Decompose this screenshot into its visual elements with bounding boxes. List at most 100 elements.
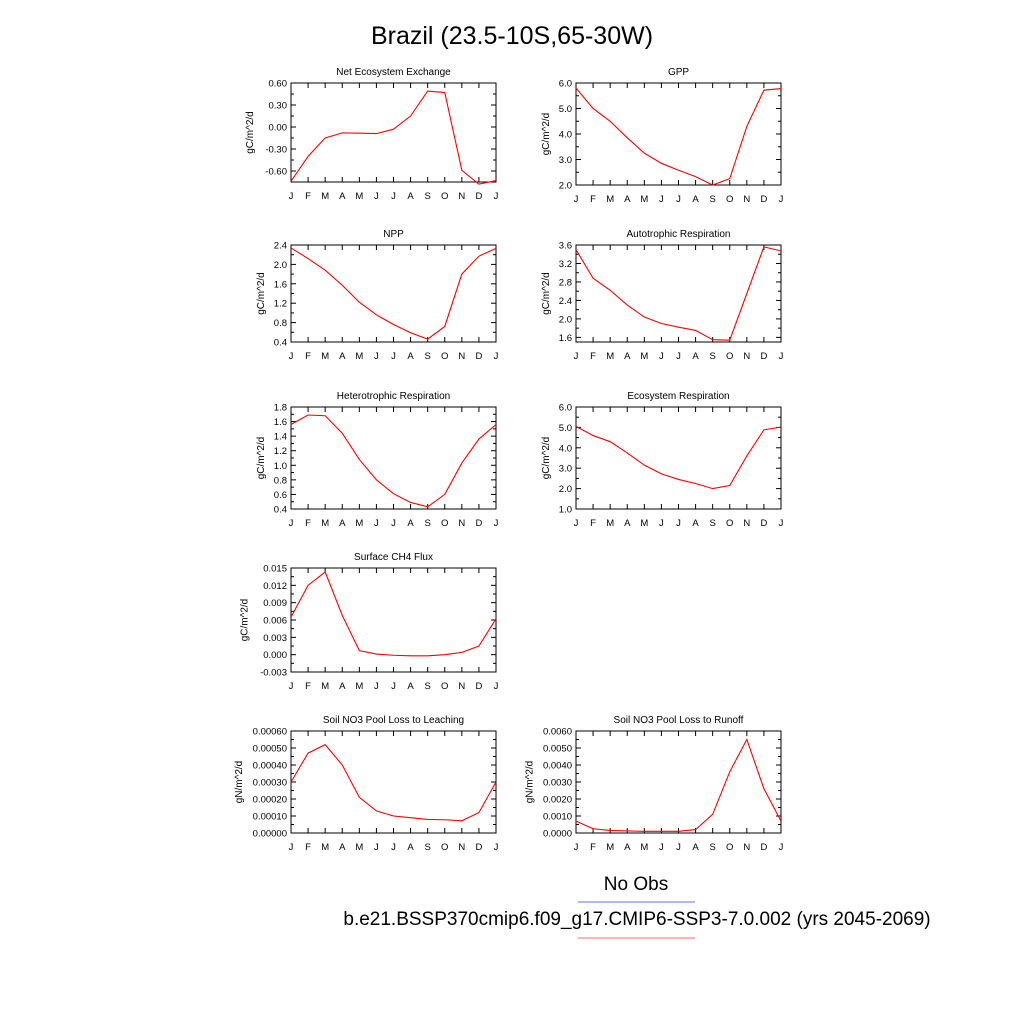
x-tick-label: J (574, 194, 579, 205)
y-tick-label: 0.60 (269, 79, 288, 90)
panel-title: Ecosystem Respiration (627, 391, 729, 402)
x-tick-label: D (475, 191, 482, 202)
y-tick-label: 5.0 (559, 423, 572, 434)
plot-frame (290, 567, 497, 673)
y-tick-label: -0.003 (260, 668, 287, 679)
x-tick-label: N (743, 842, 750, 853)
x-tick-label: S (709, 194, 715, 205)
x-tick-label: D (760, 194, 767, 205)
x-tick-label: S (424, 351, 430, 362)
x-tick-label: A (407, 518, 414, 529)
y-tick-label: 0.0030 (543, 778, 572, 789)
x-tick-label: M (355, 191, 363, 202)
y-axis-label: gC/m^2/d (256, 437, 267, 480)
x-tick-label: J (494, 191, 499, 202)
y-tick-label: 0.012 (263, 581, 287, 592)
x-tick-label: F (305, 191, 311, 202)
y-tick-label: 0.6 (274, 490, 287, 501)
y-tick-label: 0.00010 (253, 812, 287, 823)
y-tick-label: 4.0 (559, 130, 572, 141)
x-tick-label: O (726, 351, 733, 362)
y-tick-label: 0.4 (274, 338, 287, 349)
x-tick-label: N (743, 194, 750, 205)
y-tick-label: 4.0 (559, 443, 572, 454)
x-tick-label: N (743, 351, 750, 362)
x-tick-label: M (640, 351, 648, 362)
x-tick-label: J (779, 842, 784, 853)
plot-frame (290, 244, 497, 343)
x-tick-label: J (374, 191, 379, 202)
y-axis-label: gC/m^2/d (256, 272, 267, 315)
x-tick-label: M (640, 518, 648, 529)
x-tick-label: J (494, 681, 499, 692)
series-line (290, 247, 497, 340)
y-tick-label: 1.0 (274, 461, 287, 472)
x-tick-label: A (339, 681, 346, 692)
panel-title: Heterotrophic Respiration (337, 391, 450, 402)
x-tick-label: A (692, 351, 699, 362)
y-tick-label: 0.00050 (253, 744, 287, 755)
x-tick-label: J (289, 681, 294, 692)
x-tick-label: J (494, 351, 499, 362)
x-tick-label: D (475, 842, 482, 853)
plot-frame (575, 730, 782, 834)
series-line (290, 743, 497, 822)
x-tick-label: A (692, 194, 699, 205)
y-tick-label: 0.0020 (543, 795, 572, 806)
x-tick-label: D (760, 518, 767, 529)
x-tick-label: J (779, 194, 784, 205)
y-tick-label: 0.0010 (543, 812, 572, 823)
x-tick-label: J (374, 842, 379, 853)
x-tick-label: F (305, 351, 311, 362)
x-tick-label: F (305, 842, 311, 853)
x-tick-label: M (355, 351, 363, 362)
x-tick-label: J (374, 351, 379, 362)
x-tick-label: M (321, 842, 329, 853)
series-line (575, 87, 782, 186)
y-tick-label: 1.0 (559, 505, 572, 516)
y-tick-label: 0.0040 (543, 761, 572, 772)
x-tick-label: O (441, 191, 448, 202)
y-tick-label: -0.30 (265, 145, 287, 156)
x-tick-label: D (760, 351, 767, 362)
x-tick-label: N (458, 518, 465, 529)
legend-label-no-obs: No Obs (604, 874, 668, 895)
x-tick-label: N (458, 681, 465, 692)
x-tick-label: N (458, 191, 465, 202)
y-axis-label: gC/m^2/d (245, 111, 256, 154)
x-tick-label: J (659, 194, 664, 205)
x-tick-label: J (374, 518, 379, 529)
y-tick-label: 0.0050 (543, 744, 572, 755)
y-tick-label: 2.0 (559, 181, 572, 192)
y-tick-label: 0.015 (263, 564, 287, 575)
y-tick-label: 3.0 (559, 464, 572, 475)
y-tick-label: 0.0060 (543, 727, 572, 738)
x-tick-label: A (407, 842, 414, 853)
x-tick-label: J (779, 518, 784, 529)
x-tick-label: J (659, 351, 664, 362)
x-tick-label: A (624, 842, 631, 853)
x-tick-label: A (339, 842, 346, 853)
x-tick-label: S (709, 842, 715, 853)
x-tick-label: A (692, 518, 699, 529)
y-tick-label: 2.4 (559, 296, 572, 307)
x-tick-label: A (339, 191, 346, 202)
y-tick-label: 0.000 (263, 650, 287, 661)
x-tick-label: M (640, 194, 648, 205)
legend: No Obs b.e21.BSSP370cmip6.f09_g17.CMIP6-… (343, 874, 931, 939)
x-tick-label: J (574, 842, 579, 853)
y-tick-label: 3.6 (559, 241, 572, 252)
panel-title: Surface CH4 Flux (354, 552, 433, 563)
x-tick-label: J (779, 351, 784, 362)
x-tick-label: A (339, 351, 346, 362)
series-line (575, 246, 782, 341)
x-tick-label: J (494, 842, 499, 853)
y-tick-label: 3.2 (559, 259, 572, 270)
series-line (575, 425, 782, 490)
